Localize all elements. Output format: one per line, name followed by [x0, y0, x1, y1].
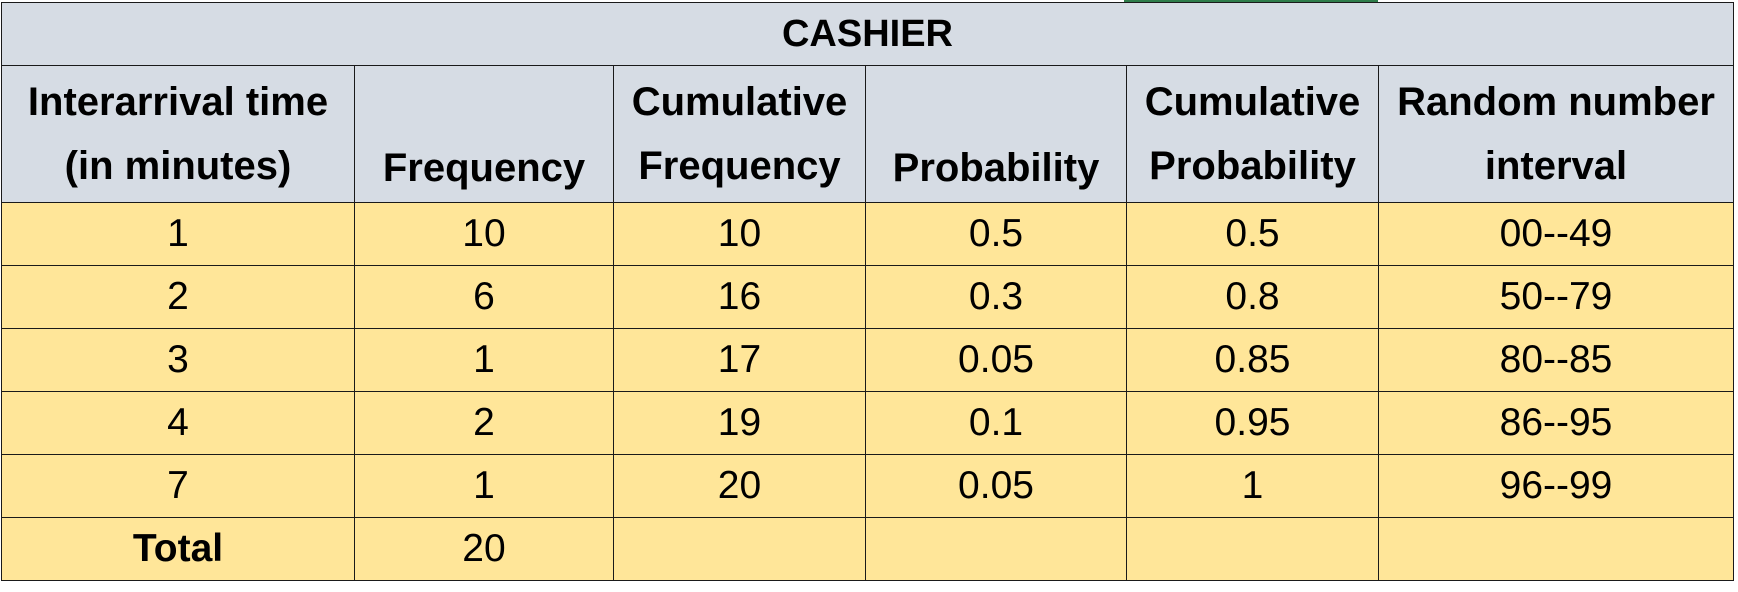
table-title[interactable]: CASHIER	[1, 2, 1734, 66]
cell-frequency[interactable]: 2	[354, 391, 614, 455]
cell-random-number-interval[interactable]: 80--85	[1378, 328, 1734, 392]
header-line-2: Frequency	[382, 146, 586, 190]
header-frequency[interactable]: Frequency	[354, 65, 614, 203]
empty-cell[interactable]	[865, 517, 1127, 581]
cell-cumulative-probability[interactable]: 0.5	[1126, 202, 1379, 266]
cell-cumulative-frequency[interactable]: 20	[613, 454, 866, 518]
cell-random-number-interval[interactable]: 96--99	[1378, 454, 1734, 518]
cell-cumulative-probability[interactable]: 0.85	[1126, 328, 1379, 392]
header-interarrival-time[interactable]: Interarrival time (in minutes)	[1, 65, 355, 203]
cell-probability[interactable]: 0.05	[865, 328, 1127, 392]
cell-cumulative-frequency[interactable]: 16	[613, 265, 866, 329]
cell-cumulative-frequency[interactable]: 19	[613, 391, 866, 455]
cell-cumulative-probability[interactable]: 0.8	[1126, 265, 1379, 329]
cell-random-number-interval[interactable]: 50--79	[1378, 265, 1734, 329]
header-row: Interarrival time (in minutes) Frequency…	[1, 65, 1734, 203]
total-row: Total 20	[1, 517, 1734, 581]
total-label[interactable]: Total	[1, 517, 355, 581]
cell-cumulative-probability[interactable]: 1	[1126, 454, 1379, 518]
total-frequency[interactable]: 20	[354, 517, 614, 581]
header-line-1: Interarrival time	[27, 80, 329, 124]
header-line-1: Cumulative	[1144, 80, 1361, 124]
cell-frequency[interactable]: 10	[354, 202, 614, 266]
header-cumulative-probability[interactable]: Cumulative Probability	[1126, 65, 1379, 203]
cell-frequency[interactable]: 6	[354, 265, 614, 329]
header-random-number-interval[interactable]: Random number interval	[1378, 65, 1734, 203]
cell-interarrival-time[interactable]: 7	[1, 454, 355, 518]
empty-cell[interactable]	[1378, 517, 1734, 581]
cell-interarrival-time[interactable]: 4	[1, 391, 355, 455]
cell-interarrival-time[interactable]: 1	[1, 202, 355, 266]
header-line-2: (in minutes)	[64, 144, 292, 188]
table-row: 7 1 20 0.05 1 96--99	[1, 454, 1734, 518]
cell-probability[interactable]: 0.05	[865, 454, 1127, 518]
table-row: 2 6 16 0.3 0.8 50--79	[1, 265, 1734, 329]
table-row: 1 10 10 0.5 0.5 00--49	[1, 202, 1734, 266]
cell-probability[interactable]: 0.1	[865, 391, 1127, 455]
cell-probability[interactable]: 0.5	[865, 202, 1127, 266]
cashier-table: CASHIER Interarrival time (in minutes) F…	[1, 2, 1734, 581]
cell-probability[interactable]: 0.3	[865, 265, 1127, 329]
cell-cumulative-frequency[interactable]: 17	[613, 328, 866, 392]
cell-cumulative-frequency[interactable]: 10	[613, 202, 866, 266]
cell-selection-indicator	[1124, 0, 1378, 2]
title-row: CASHIER	[1, 2, 1734, 66]
header-line-2: Probability	[1149, 144, 1356, 188]
header-line-1: Random number	[1397, 80, 1715, 124]
header-cumulative-frequency[interactable]: Cumulative Frequency	[613, 65, 866, 203]
header-line-2: Probability	[892, 146, 1100, 190]
header-line-1: Cumulative	[631, 80, 848, 124]
cell-interarrival-time[interactable]: 3	[1, 328, 355, 392]
cell-frequency[interactable]: 1	[354, 454, 614, 518]
header-line-2: Frequency	[638, 144, 841, 188]
empty-cell[interactable]	[613, 517, 866, 581]
header-line-2: interval	[1484, 144, 1628, 188]
table-row: 3 1 17 0.05 0.85 80--85	[1, 328, 1734, 392]
cell-cumulative-probability[interactable]: 0.95	[1126, 391, 1379, 455]
cell-interarrival-time[interactable]: 2	[1, 265, 355, 329]
empty-cell[interactable]	[1126, 517, 1379, 581]
table-row: 4 2 19 0.1 0.95 86--95	[1, 391, 1734, 455]
header-probability[interactable]: Probability	[865, 65, 1127, 203]
cell-frequency[interactable]: 1	[354, 328, 614, 392]
cell-random-number-interval[interactable]: 86--95	[1378, 391, 1734, 455]
cell-random-number-interval[interactable]: 00--49	[1378, 202, 1734, 266]
